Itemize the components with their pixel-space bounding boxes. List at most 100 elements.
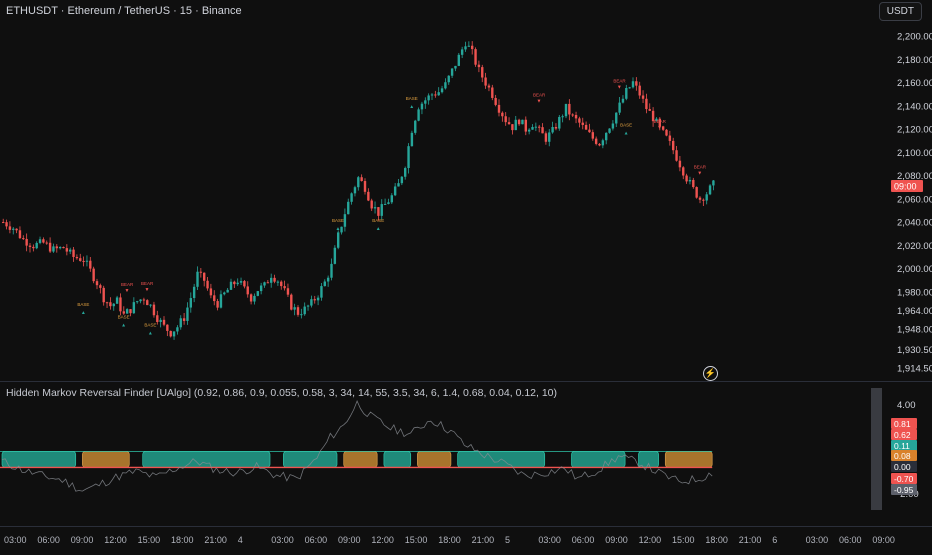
time-tick-label: 21:00 [739, 535, 762, 545]
candle-body [501, 112, 504, 117]
price-tick-label: 1,930.50 [897, 345, 932, 356]
lightning-icon[interactable]: ⚡ [703, 366, 718, 381]
indicator-value-label: 0.08 [894, 451, 911, 461]
pane-divider[interactable] [0, 381, 932, 382]
candle-body [373, 207, 377, 209]
candle-body [568, 103, 571, 115]
candle-body [444, 82, 447, 89]
candle-body [367, 191, 370, 201]
candle-body [172, 331, 176, 337]
candle-body [661, 126, 665, 130]
candle-body [417, 109, 420, 121]
candle-body [182, 318, 186, 321]
candle-body [293, 307, 296, 310]
candle-body [149, 304, 152, 306]
candle-body [698, 197, 702, 200]
time-tick-label: 21:00 [204, 535, 227, 545]
candle-body [303, 306, 306, 315]
candle-body [454, 65, 457, 69]
candle-body [534, 126, 538, 128]
indicator-scale-bar [871, 388, 882, 510]
candle-body [571, 114, 574, 116]
candle-body [129, 309, 132, 314]
signal-label: BASE [372, 218, 384, 223]
candle-body [92, 268, 95, 282]
candle-body [12, 228, 15, 230]
candle-body [665, 129, 668, 136]
candle-body [477, 64, 481, 68]
signal-arrow: ▼ [697, 171, 702, 177]
time-tick-label: 21:00 [472, 535, 495, 545]
candle-body [538, 126, 541, 128]
candle-body [112, 303, 115, 307]
candle-body [22, 238, 25, 240]
candle-body [591, 132, 594, 139]
candle-body [584, 124, 588, 130]
candle-body [651, 110, 655, 122]
candle-body [363, 181, 367, 192]
time-tick-label: 4 [238, 535, 243, 545]
candle-body [393, 186, 397, 196]
candle-body [370, 200, 373, 209]
time-tick-label: 03:00 [538, 535, 561, 545]
candle-body [139, 299, 142, 302]
signal-label: BEAR [654, 119, 667, 124]
candle-body [72, 249, 75, 257]
candle-body [551, 127, 554, 133]
time-tick-label: 18:00 [705, 535, 728, 545]
candle-body [296, 307, 300, 315]
candle-body [407, 146, 410, 169]
candle-body [125, 309, 129, 314]
candle-body [313, 299, 316, 301]
indicator-value-badge [891, 440, 917, 451]
candle-body [8, 226, 12, 230]
candle-body [645, 98, 648, 110]
candle-body [226, 289, 229, 293]
candle-body [233, 281, 236, 285]
candle-body [601, 140, 605, 146]
candle-body [65, 248, 69, 252]
candle-body [558, 116, 561, 129]
candle-body [380, 204, 383, 216]
time-tick-label: 12:00 [371, 535, 394, 545]
price-tick-label: 2,000.00 [897, 264, 932, 275]
time-tick-label: 5 [505, 535, 510, 545]
indicator-value-label: 0.62 [894, 430, 911, 440]
candle-body [263, 282, 266, 286]
indicator-value-label: 0.81 [894, 419, 911, 429]
signal-arrow: ▼ [617, 85, 622, 91]
candle-body [146, 300, 149, 306]
candle-body [79, 258, 82, 261]
regime-band [142, 451, 271, 468]
indicator-value-badge [891, 429, 917, 440]
candle-body [497, 104, 501, 113]
candle-body [383, 203, 387, 205]
candle-body [283, 286, 286, 289]
candle-body [648, 109, 651, 111]
regime-band [571, 451, 626, 468]
candle-body [58, 246, 62, 249]
signal-arrow: ▲ [81, 310, 86, 316]
candle-body [276, 281, 280, 283]
signal-label: BASE [118, 315, 130, 320]
candle-body [179, 318, 182, 328]
candle-body [132, 302, 136, 314]
candle-body [259, 285, 263, 292]
candle-body [152, 304, 156, 316]
signal-arrow: ▼ [537, 98, 542, 104]
candle-body [99, 285, 102, 288]
candle-body [511, 124, 514, 131]
candle-body [464, 46, 467, 50]
candle-body [273, 277, 276, 282]
price-tick-label: 1,980.00 [897, 287, 932, 298]
price-tick-label: 2,160.00 [897, 78, 932, 89]
time-tick-label: 6 [772, 535, 777, 545]
price-tick-label: 2,080.00 [897, 171, 932, 182]
regime-band [664, 451, 713, 468]
time-tick-label: 03:00 [4, 535, 27, 545]
currency-button[interactable]: USDT [878, 2, 922, 21]
candle-body [266, 282, 270, 284]
candle-body [390, 195, 393, 203]
